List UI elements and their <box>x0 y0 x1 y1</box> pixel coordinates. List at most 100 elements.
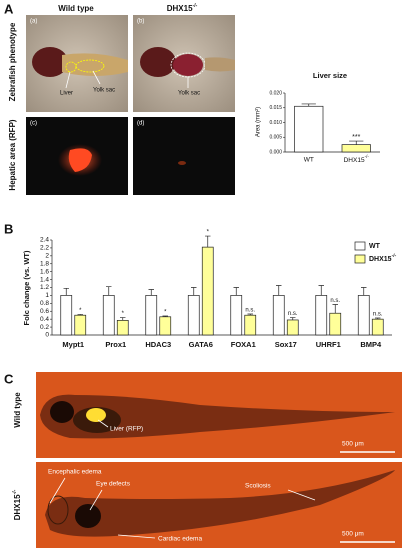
row-label: DHX15-/- <box>12 489 22 520</box>
error-bar <box>332 304 338 314</box>
photo-b <box>133 15 235 112</box>
error-bar <box>77 314 83 316</box>
significance: * <box>207 230 210 236</box>
column-header: DHX15-/- <box>167 3 198 13</box>
y-tick-label: 0.8 <box>40 300 49 307</box>
bar <box>341 144 371 153</box>
y-tick-label: 0.4 <box>40 316 49 323</box>
significance: *** <box>352 134 360 141</box>
y-tick-label: 0.2 <box>40 324 49 331</box>
bar <box>371 318 384 336</box>
photo-label: (b) <box>137 19 144 25</box>
y-tick-label: 0.020 <box>269 90 282 96</box>
bar <box>286 319 299 336</box>
error-bar <box>205 235 211 248</box>
y-tick-label: 1.4 <box>40 276 49 283</box>
x-tick-label: Sox17 <box>275 340 297 349</box>
x-tick-label: GATA6 <box>189 340 213 349</box>
bar <box>60 295 73 336</box>
photo-d <box>133 117 235 195</box>
liver-size-chart: 0.000 0.005 0.010 0.015 0.020 WT *** DHX15-/- <box>269 90 380 164</box>
bar <box>357 295 370 336</box>
x-tick-label: UHRF1 <box>316 340 341 349</box>
legend-label: DHX15-/- <box>369 253 397 263</box>
significance: n.s. <box>373 312 383 318</box>
scale-bar-label: 500 μm <box>342 441 364 448</box>
gene-expression-chart: 00.20.40.60.811.21.41.61.822.22.4 * Mypt1 *… <box>40 230 397 349</box>
photo-label: (a) <box>30 19 37 25</box>
annotation: Liver <box>60 91 73 97</box>
bar <box>102 295 115 336</box>
x-tick-label: WT <box>304 157 314 164</box>
chart-title: Liver size <box>313 71 347 80</box>
y-tick-label: 2.2 <box>40 245 49 252</box>
bar <box>116 320 129 336</box>
x-tick-label: Prox1 <box>105 340 126 349</box>
y-tick-label: 0.005 <box>269 135 282 141</box>
error-bar <box>290 317 296 320</box>
significance: n.s. <box>288 311 298 317</box>
bar <box>244 314 257 336</box>
legend-swatch <box>354 241 366 251</box>
panel-letter: C <box>4 371 14 386</box>
bar <box>159 316 172 336</box>
bar <box>294 105 324 153</box>
significance: n.s. <box>330 298 340 304</box>
panel-letter: B <box>4 221 13 236</box>
y-tick-label: 2.4 <box>40 237 49 244</box>
annotation: Encephalic edema <box>48 469 102 476</box>
error-bar <box>63 287 69 296</box>
y-tick-label: 1.6 <box>40 268 49 275</box>
error-bar <box>375 317 381 320</box>
row-label: Wild type <box>13 392 22 428</box>
panel-letter: A <box>4 1 14 16</box>
error-bar <box>191 287 197 296</box>
photo-c <box>26 117 128 195</box>
significance: * <box>122 311 125 317</box>
error-bar <box>301 103 316 107</box>
bar <box>315 295 328 336</box>
error-bar <box>233 287 239 296</box>
annotation: Cardiac edema <box>158 536 202 543</box>
error-bar <box>106 286 112 296</box>
bar <box>187 295 200 336</box>
column-header: Wild type <box>58 4 94 13</box>
y-tick-label: 1.8 <box>40 260 49 267</box>
error-bar <box>276 285 282 296</box>
error-bar <box>162 315 168 317</box>
bar <box>230 295 243 336</box>
bar <box>74 314 87 336</box>
y-tick-label: 0 <box>45 332 49 339</box>
y-tick-label: 0.010 <box>269 120 282 126</box>
significance: * <box>164 310 167 316</box>
photo-wild-type <box>36 372 402 458</box>
error-bar <box>148 289 154 296</box>
annotation: Yolk sac <box>178 91 200 97</box>
legend-label: WT <box>369 243 381 250</box>
x-tick-label: BMP4 <box>360 340 382 349</box>
scale-bar-label: 500 μm <box>342 531 364 538</box>
error-bar <box>349 140 364 145</box>
y-axis-label: Folc change (vs. WT) <box>22 250 31 326</box>
x-tick-label: HDAC3 <box>145 340 171 349</box>
y-tick-label: 0.000 <box>269 149 282 155</box>
annotation: Scoliosis <box>245 483 271 490</box>
y-tick-label: 0.6 <box>40 308 49 315</box>
significance: * <box>79 308 82 314</box>
annotation: Eye defects <box>96 481 131 488</box>
y-tick-label: 0.015 <box>269 105 282 111</box>
error-bar <box>361 287 367 296</box>
y-tick-label: 1.2 <box>40 284 49 291</box>
photo-label: (c) <box>30 121 37 127</box>
x-tick-label: Mypt1 <box>62 340 84 349</box>
y-tick-label: 2 <box>45 253 49 260</box>
photo-mutant <box>36 462 402 548</box>
row-label: Zebrafish phenotype <box>8 22 17 101</box>
legend-swatch <box>354 254 366 264</box>
significance: n.s. <box>245 308 255 314</box>
bar <box>272 295 285 336</box>
error-bar <box>247 313 253 316</box>
x-tick-label: DHX15-/- <box>344 154 370 164</box>
annotation: Liver (RFP) <box>110 426 143 433</box>
row-label: Hepatic area (RFP) <box>8 119 17 190</box>
